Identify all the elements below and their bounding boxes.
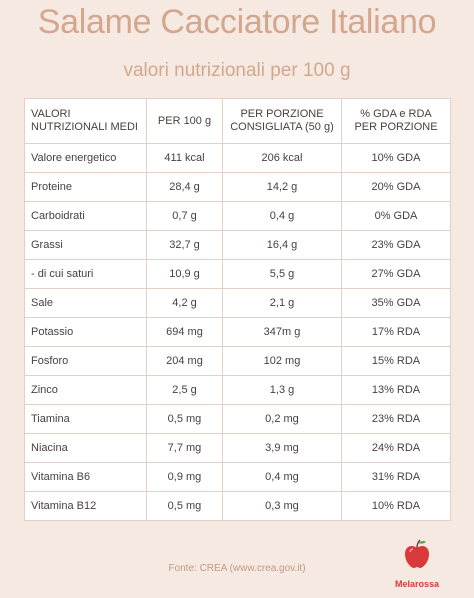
value-percent: 24% RDA [341,433,451,463]
nutrient-name: Tiamina [24,404,147,434]
value-percent: 35% GDA [341,288,451,318]
value-per-100g: 10,9 g [146,259,223,289]
table-row: Vitamina B6 0,9 mg 0,4 mg 31% RDA [24,462,451,492]
table-header-row: VALORI NUTRIZIONALI MEDI PER 100 g PER P… [24,98,451,144]
table-row: Proteine 28,4 g 14,2 g 20% GDA [24,172,451,202]
value-per-100g: 0,5 mg [146,491,223,521]
table-row: Carboidrati 0,7 g 0,4 g 0% GDA [24,201,451,231]
value-per-100g: 411 kcal [146,143,223,173]
value-percent: 23% GDA [341,230,451,260]
value-percent: 27% GDA [341,259,451,289]
nutrient-name: Carboidrati [24,201,147,231]
nutrient-name: Zinco [24,375,147,405]
nutrient-name: Fosforo [24,346,147,376]
apple-logo-icon [405,539,429,568]
nutrition-table: VALORI NUTRIZIONALI MEDI PER 100 g PER P… [24,98,451,521]
nutrient-name: Grassi [24,230,147,260]
table-row: Grassi 32,7 g 16,4 g 23% GDA [24,230,451,260]
value-per-100g: 32,7 g [146,230,223,260]
value-per-100g: 694 mg [146,317,223,347]
value-percent: 10% RDA [341,491,451,521]
table-row: Tiamina 0,5 mg 0,2 mg 23% RDA [24,404,451,434]
nutrient-name: Vitamina B12 [24,491,147,521]
page-title: Salame Cacciatore Italiano [37,3,437,41]
nutrient-name: Potassio [24,317,147,347]
table-row: - di cui saturi 10,9 g 5,5 g 27% GDA [24,259,451,289]
nutrient-name: Sale [24,288,147,318]
value-percent: 10% GDA [341,143,451,173]
value-per-100g: 0,7 g [146,201,223,231]
nutrient-name: Vitamina B6 [24,462,147,492]
table-row: Vitamina B12 0,5 mg 0,3 mg 10% RDA [24,491,451,521]
value-per-100g: 2,5 g [146,375,223,405]
value-per-portion: 0,3 mg [222,491,342,521]
value-per-100g: 4,2 g [146,288,223,318]
value-per-portion: 102 mg [222,346,342,376]
value-percent: 15% RDA [341,346,451,376]
table-row: Valore energetico 411 kcal 206 kcal 10% … [24,143,451,173]
value-per-100g: 28,4 g [146,172,223,202]
value-per-100g: 7,7 mg [146,433,223,463]
value-per-portion: 16,4 g [222,230,342,260]
column-header-nutrient: VALORI NUTRIZIONALI MEDI [24,98,147,144]
table-row: Fosforo 204 mg 102 mg 15% RDA [24,346,451,376]
table-row: Niacina 7,7 mg 3,9 mg 24% RDA [24,433,451,463]
value-percent: 0% GDA [341,201,451,231]
value-per-portion: 5,5 g [222,259,342,289]
value-per-portion: 347m g [222,317,342,347]
table-row: Potassio 694 mg 347m g 17% RDA [24,317,451,347]
page-subtitle: valori nutrizionali per 100 g [123,60,351,81]
logo-text: Melarossa [394,579,440,589]
value-per-portion: 2,1 g [222,288,342,318]
column-header-per-100g: PER 100 g [146,98,223,144]
value-percent: 23% RDA [341,404,451,434]
value-per-100g: 0,9 mg [146,462,223,492]
value-percent: 31% RDA [341,462,451,492]
value-per-100g: 204 mg [146,346,223,376]
value-per-portion: 14,2 g [222,172,342,202]
value-percent: 17% RDA [341,317,451,347]
value-per-portion: 0,2 mg [222,404,342,434]
nutrient-name: Niacina [24,433,147,463]
nutrient-name: Proteine [24,172,147,202]
column-header-per-portion: PER PORZIONE CONSIGLIATA (50 g) [222,98,342,144]
table-row: Zinco 2,5 g 1,3 g 13% RDA [24,375,451,405]
melarossa-logo: Melarossa [392,539,442,591]
nutrient-name: - di cui saturi [24,259,147,289]
nutrient-name: Valore energetico [24,143,147,173]
value-per-portion: 0,4 g [222,201,342,231]
value-per-portion: 206 kcal [222,143,342,173]
value-per-portion: 0,4 mg [222,462,342,492]
table-row: Sale 4,2 g 2,1 g 35% GDA [24,288,451,318]
value-per-100g: 0,5 mg [146,404,223,434]
value-per-portion: 3,9 mg [222,433,342,463]
source-note: Fonte: CREA (www.crea.gov.it) [168,563,306,574]
value-percent: 20% GDA [341,172,451,202]
value-per-portion: 1,3 g [222,375,342,405]
value-percent: 13% RDA [341,375,451,405]
column-header-percent: % GDA e RDA PER PORZIONE [341,98,451,144]
